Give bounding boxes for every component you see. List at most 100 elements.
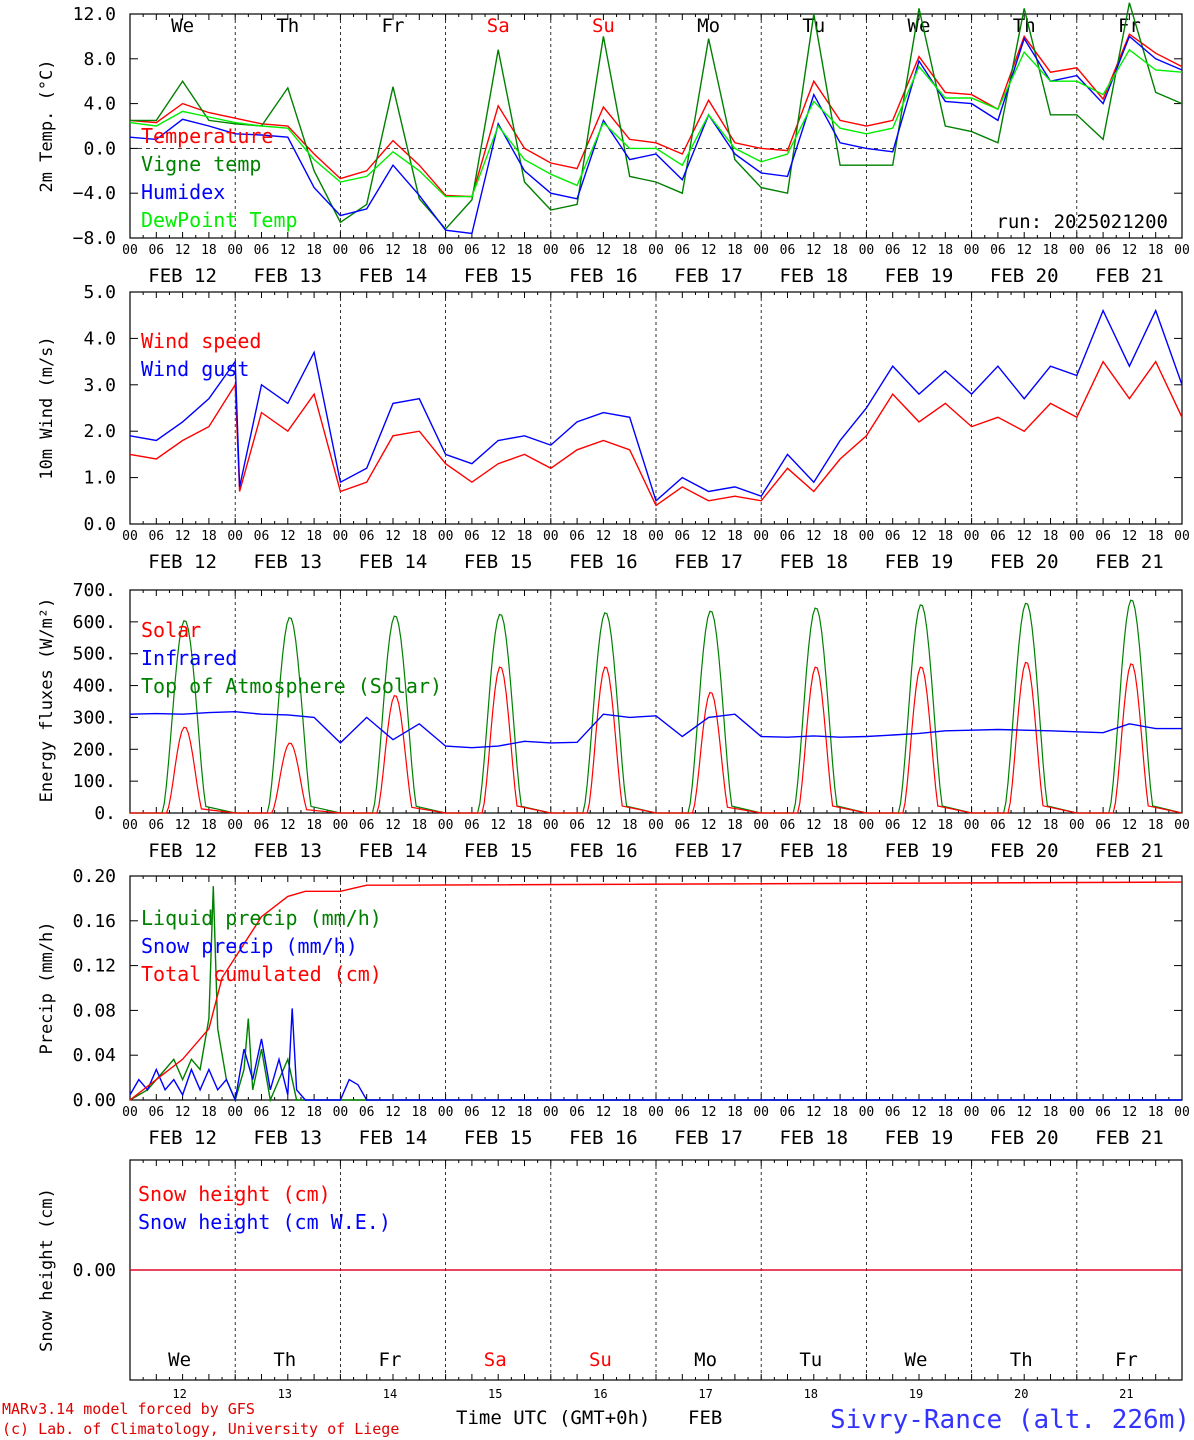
hour-tick-label: 06: [780, 818, 796, 833]
legend-entry: Wind speed: [141, 329, 261, 353]
hour-tick-label: 18: [201, 818, 217, 833]
weekday-label: Sa: [484, 1349, 507, 1371]
hour-tick-label: 12: [1016, 529, 1032, 544]
weekday-label: Tu: [802, 15, 825, 37]
date-label: FEB 20: [990, 551, 1059, 573]
hour-tick-label: 18: [622, 1105, 638, 1120]
hour-tick-label: 00: [333, 818, 349, 833]
precip-series-line: [129, 1008, 1182, 1103]
legend-entry: Humidex: [141, 180, 225, 204]
hour-tick-label: 06: [254, 243, 270, 258]
hour-tick-label: 18: [1148, 818, 1164, 833]
weekday-label: Th: [1010, 1349, 1033, 1371]
temp-series-line: [129, 35, 1183, 235]
date-label: FEB 12: [148, 265, 217, 287]
y-tick-label: 0.0: [83, 514, 116, 535]
hour-tick-label: 18: [201, 529, 217, 544]
y-tick-label: 1.0: [83, 468, 116, 489]
hour-tick-label: 06: [254, 818, 270, 833]
hour-tick-label: 06: [780, 529, 796, 544]
hour-tick-label: 12: [596, 1105, 612, 1120]
hour-tick-label: 06: [569, 243, 585, 258]
y-axis-label: Energy fluxes (W/m²): [37, 598, 57, 803]
hour-tick-label: 00: [543, 243, 559, 258]
hour-tick-label: 18: [937, 243, 953, 258]
legend-entry: Solar: [141, 618, 201, 642]
y-tick-label: −4.0: [73, 183, 116, 204]
weekday-label: Mo: [694, 1349, 717, 1371]
hour-tick-label: 00: [648, 529, 664, 544]
date-label: FEB 17: [674, 840, 743, 862]
y-tick-label: 0.08: [73, 1000, 116, 1021]
hour-tick-label: 06: [569, 529, 585, 544]
weekday-label: Fr: [379, 1349, 402, 1371]
y-tick-label: 0.04: [73, 1045, 116, 1066]
date-label: FEB 15: [464, 551, 533, 573]
hour-tick-label: 12: [596, 818, 612, 833]
hour-tick-label: 18: [306, 1105, 322, 1120]
hour-tick-label: 18: [937, 818, 953, 833]
hour-tick-label: 12: [806, 1105, 822, 1120]
hour-tick-label: 12: [1122, 1105, 1138, 1120]
hour-tick-label: 06: [674, 1105, 690, 1120]
date-label: FEB 15: [464, 265, 533, 287]
hour-tick-label: 06: [990, 529, 1006, 544]
hour-tick-label: 00: [1069, 529, 1085, 544]
hour-tick-label: 12: [175, 818, 191, 833]
hour-tick-label: 06: [148, 818, 164, 833]
day-number: 15: [488, 1387, 502, 1401]
hour-tick-label: 00: [648, 1105, 664, 1120]
hour-tick-label: 06: [569, 818, 585, 833]
hour-tick-label: 00: [859, 818, 875, 833]
hour-tick-label: 00: [122, 818, 138, 833]
hour-tick-label: 12: [490, 818, 506, 833]
hour-tick-label: 18: [517, 529, 533, 544]
y-axis-label: Precip (mm/h): [37, 921, 57, 1054]
hour-tick-label: 00: [1174, 1105, 1190, 1120]
date-label: FEB 18: [779, 1127, 848, 1149]
hour-tick-label: 18: [622, 243, 638, 258]
hour-tick-label: 18: [306, 818, 322, 833]
hour-tick-label: 12: [175, 243, 191, 258]
date-label: FEB 19: [885, 551, 954, 573]
wind-series-line: [129, 360, 1183, 507]
date-label: FEB 16: [569, 1127, 638, 1149]
hour-tick-label: 00: [227, 818, 243, 833]
hour-tick-label: 06: [148, 529, 164, 544]
y-tick-label: 500.: [73, 644, 116, 665]
hour-tick-label: 18: [1043, 243, 1059, 258]
hour-tick-label: 12: [1016, 243, 1032, 258]
hour-tick-label: 12: [911, 529, 927, 544]
hour-tick-label: 00: [122, 243, 138, 258]
y-tick-label: 700.: [73, 580, 116, 601]
hour-tick-label: 12: [701, 243, 717, 258]
y-tick-label: 0.00: [73, 1260, 116, 1281]
legend-entry: Wind gust: [141, 357, 249, 381]
precip-series-line: [129, 886, 1182, 1103]
hour-tick-label: 00: [333, 243, 349, 258]
hour-tick-label: 00: [438, 818, 454, 833]
hour-tick-label: 12: [596, 243, 612, 258]
hour-tick-label: 00: [964, 818, 980, 833]
hour-tick-label: 18: [832, 243, 848, 258]
hour-tick-label: 18: [832, 818, 848, 833]
y-axis-label: Snow height (cm): [37, 1188, 57, 1352]
hour-tick-label: 12: [1122, 243, 1138, 258]
weekday-label: Fr: [1115, 1349, 1138, 1371]
y-tick-label: 100.: [73, 771, 116, 792]
hour-tick-label: 12: [1122, 818, 1138, 833]
hour-tick-label: 12: [385, 243, 401, 258]
hour-tick-label: 12: [1016, 1105, 1032, 1120]
y-tick-label: 300.: [73, 707, 116, 728]
hour-tick-label: 12: [701, 529, 717, 544]
hour-tick-label: 00: [1174, 243, 1190, 258]
hour-tick-label: 18: [411, 243, 427, 258]
weekday-label: Th: [273, 1349, 296, 1371]
hour-tick-label: 18: [1043, 1105, 1059, 1120]
y-tick-label: 2.0: [83, 421, 116, 442]
hour-tick-label: 06: [674, 529, 690, 544]
hour-tick-label: 06: [780, 1105, 796, 1120]
hour-tick-label: 00: [753, 1105, 769, 1120]
date-label: FEB 15: [464, 840, 533, 862]
model-credit: MARv3.14 model forced by GFS: [2, 1400, 255, 1418]
